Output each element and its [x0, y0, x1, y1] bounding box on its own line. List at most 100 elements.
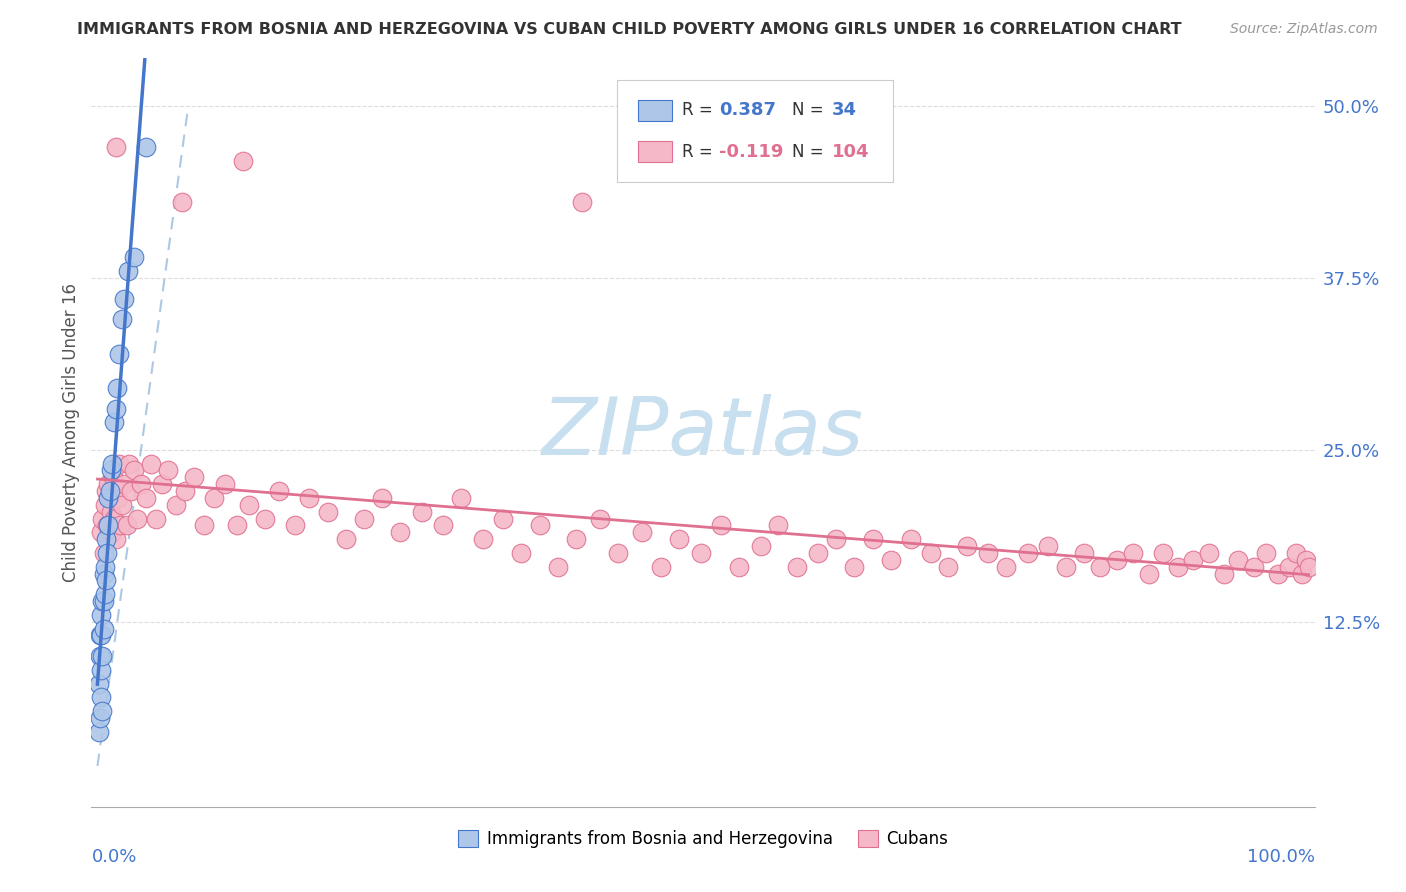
Point — [117, 264, 139, 278]
Point — [87, 724, 110, 739]
Point — [173, 484, 195, 499]
Point — [689, 546, 711, 560]
Point — [89, 648, 111, 663]
Point — [900, 532, 922, 546]
Point — [165, 498, 187, 512]
Point — [353, 511, 375, 525]
Point — [1137, 566, 1160, 581]
Point — [91, 511, 114, 525]
Point — [956, 539, 979, 553]
Point — [335, 532, 357, 546]
Point — [844, 559, 866, 574]
Point — [101, 457, 124, 471]
Point — [371, 491, 394, 505]
Point — [98, 491, 121, 505]
Point — [108, 457, 131, 471]
Point — [118, 457, 141, 471]
Point — [135, 491, 157, 505]
Point — [105, 484, 128, 499]
Point — [104, 532, 127, 546]
Text: -0.119: -0.119 — [718, 143, 783, 161]
Point — [91, 704, 114, 718]
Point — [97, 477, 120, 491]
Point — [1090, 559, 1112, 574]
Text: 0.0%: 0.0% — [91, 848, 136, 866]
Point — [571, 195, 593, 210]
Point — [111, 498, 134, 512]
Point — [107, 491, 129, 505]
Point — [101, 525, 124, 540]
Point — [93, 546, 115, 560]
Point — [1198, 546, 1220, 560]
Point — [862, 532, 884, 546]
Text: Source: ZipAtlas.com: Source: ZipAtlas.com — [1230, 22, 1378, 37]
Point — [807, 546, 830, 560]
Point — [728, 559, 751, 574]
Point — [529, 518, 551, 533]
Point — [100, 463, 122, 477]
Point — [156, 463, 179, 477]
Point — [96, 518, 118, 533]
Point — [1298, 559, 1320, 574]
Point — [1036, 539, 1059, 553]
Point — [96, 546, 118, 560]
Point — [94, 532, 117, 546]
Point — [90, 663, 112, 677]
Point — [112, 292, 135, 306]
Point — [172, 195, 194, 210]
Point — [1285, 546, 1308, 560]
Point — [214, 477, 236, 491]
Point — [150, 477, 173, 491]
Point — [1227, 553, 1250, 567]
Point — [111, 312, 134, 326]
Point — [122, 250, 145, 264]
Point — [492, 511, 515, 525]
Point — [1167, 559, 1189, 574]
Text: R =: R = — [682, 102, 718, 120]
Point — [389, 525, 412, 540]
Point — [93, 587, 115, 601]
Point — [90, 607, 112, 622]
Point — [1212, 566, 1234, 581]
Point — [104, 401, 127, 416]
Point — [202, 491, 225, 505]
Point — [93, 594, 115, 608]
Point — [589, 511, 612, 525]
Bar — [638, 100, 672, 121]
Bar — [638, 141, 672, 162]
FancyBboxPatch shape — [617, 80, 893, 182]
Point — [1291, 566, 1313, 581]
Point — [1278, 559, 1301, 574]
Point — [1073, 546, 1095, 560]
Point — [920, 546, 942, 560]
Text: 104: 104 — [831, 143, 869, 161]
Point — [139, 457, 162, 471]
Point — [316, 505, 339, 519]
Point — [103, 511, 125, 525]
Point — [510, 546, 533, 560]
Point — [93, 566, 115, 581]
Text: IMMIGRANTS FROM BOSNIA AND HERZEGOVINA VS CUBAN CHILD POVERTY AMONG GIRLS UNDER : IMMIGRANTS FROM BOSNIA AND HERZEGOVINA V… — [77, 22, 1182, 37]
Text: R =: R = — [682, 143, 718, 161]
Point — [936, 559, 959, 574]
Point — [1295, 553, 1317, 567]
Point — [825, 532, 848, 546]
Point — [91, 594, 114, 608]
Point — [432, 518, 454, 533]
Point — [1107, 553, 1129, 567]
Point — [90, 525, 112, 540]
Point — [1267, 566, 1289, 581]
Point — [766, 518, 789, 533]
Point — [97, 491, 120, 505]
Point — [97, 518, 120, 533]
Point — [631, 525, 654, 540]
Text: ZIPatlas: ZIPatlas — [541, 393, 865, 472]
Legend: Immigrants from Bosnia and Herzegovina, Cubans: Immigrants from Bosnia and Herzegovina, … — [451, 823, 955, 855]
Point — [104, 140, 127, 154]
Point — [112, 477, 135, 491]
Point — [1152, 546, 1174, 560]
Point — [193, 518, 215, 533]
Point — [238, 498, 260, 512]
Point — [650, 559, 672, 574]
Point — [471, 532, 494, 546]
